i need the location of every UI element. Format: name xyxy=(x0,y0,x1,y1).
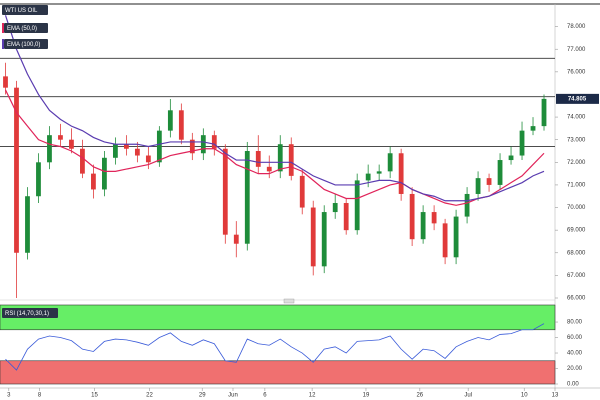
resize-handle[interactable] xyxy=(283,298,295,304)
candle-body xyxy=(420,212,426,240)
candle-body xyxy=(211,135,217,149)
y-tick-label: 0.00 xyxy=(567,382,579,388)
x-tick-label: 13 xyxy=(552,393,559,399)
candle-body xyxy=(464,193,470,217)
x-tick-label: 15 xyxy=(91,393,98,399)
candle-body xyxy=(3,76,8,88)
candle-body xyxy=(453,216,459,258)
candle-body xyxy=(266,166,272,172)
y-tick-label: 80.00 xyxy=(567,320,583,326)
candle-body xyxy=(354,180,360,231)
candle-body xyxy=(58,135,63,140)
candle-body xyxy=(398,153,404,194)
ema-line xyxy=(4,89,545,206)
last-price-box xyxy=(556,93,599,104)
candle-body xyxy=(497,160,503,185)
y-tick-label: 67.000 xyxy=(567,273,586,279)
candle-body xyxy=(541,98,547,127)
candle-body xyxy=(36,162,41,197)
candle-body xyxy=(530,126,536,131)
x-tick-label: 8 xyxy=(38,393,42,399)
y-tick-label: 72.000 xyxy=(567,160,586,166)
candle-body xyxy=(102,157,107,190)
ema-line xyxy=(4,15,545,202)
legend-chip xyxy=(4,23,48,33)
candle-body xyxy=(189,139,195,154)
candle-body xyxy=(80,148,85,174)
candle-body xyxy=(277,144,283,172)
candle-body xyxy=(409,193,415,240)
candle-body xyxy=(387,153,393,172)
candle-body xyxy=(519,130,525,156)
candle-body xyxy=(442,223,448,258)
x-tick-label: 19 xyxy=(363,393,370,399)
y-tick-label: 74.000 xyxy=(567,115,586,121)
x-tick-label: Jun xyxy=(228,393,238,399)
y-tick-label: 70.000 xyxy=(567,205,586,211)
y-tick-label: 68.000 xyxy=(567,250,586,256)
candle-body xyxy=(376,171,382,174)
y-tick-label: 69.000 xyxy=(567,228,586,234)
y-tick-label: 76.000 xyxy=(567,69,586,75)
y-tick-label: 78.000 xyxy=(567,24,586,30)
candle-body xyxy=(200,135,206,154)
overbought-zone xyxy=(0,304,556,331)
candle-body xyxy=(112,144,118,158)
y-tick-label: 73.000 xyxy=(567,137,586,143)
candle-body xyxy=(321,212,327,267)
y-tick-label: 40.00 xyxy=(567,351,583,357)
x-tick-label: 29 xyxy=(199,393,206,399)
y-tick-label: 60.00 xyxy=(567,335,583,341)
x-tick-label: 12 xyxy=(309,393,316,399)
legend-label: WTI US OIL xyxy=(5,8,38,14)
candle-body xyxy=(156,130,162,163)
x-tick-label: 10 xyxy=(521,393,528,399)
x-tick-label: 6 xyxy=(263,393,267,399)
candle-body xyxy=(69,139,74,149)
candle-body xyxy=(508,155,514,161)
candle-body xyxy=(288,144,294,176)
legend-chip xyxy=(4,39,48,49)
legend-label: EMA (50,0) xyxy=(7,26,37,32)
candle-body xyxy=(486,178,492,185)
candle-body xyxy=(310,207,316,267)
candle-body xyxy=(91,173,96,190)
candle-body xyxy=(475,178,481,194)
candle-body xyxy=(222,148,228,235)
candle-body xyxy=(244,151,250,244)
oversold-zone xyxy=(0,360,556,385)
x-tick-label: 3 xyxy=(7,393,11,399)
rsi-line xyxy=(5,323,545,371)
legend-label: RSI (14,70,30,1) xyxy=(5,311,49,317)
candle-body xyxy=(167,110,173,131)
candle-body xyxy=(255,151,261,167)
candle-body xyxy=(233,234,239,244)
candle-body xyxy=(14,87,19,253)
candle-body xyxy=(178,110,184,140)
candle-body xyxy=(47,135,52,163)
legend-chip xyxy=(2,308,58,318)
y-tick-label: 20.00 xyxy=(567,366,583,372)
candle-body xyxy=(343,203,349,231)
y-tick-label: 71.000 xyxy=(567,183,586,189)
y-tick-label: 66.000 xyxy=(567,296,586,302)
legend-swatch xyxy=(2,23,4,33)
candle-body xyxy=(431,212,437,224)
candle-body xyxy=(365,173,371,181)
candle-body xyxy=(145,155,151,163)
legend-swatch xyxy=(2,39,4,49)
legend-label: EMA (100,0) xyxy=(7,42,40,48)
candle-body xyxy=(299,175,305,208)
candle-body xyxy=(332,203,338,213)
x-tick-label: Jul xyxy=(464,393,472,399)
candle-body xyxy=(25,196,30,253)
candle-body xyxy=(134,148,140,156)
x-tick-label: 26 xyxy=(416,393,423,399)
y-tick-label: 77.000 xyxy=(567,47,586,53)
last-price-label: 74.805 xyxy=(568,97,587,103)
candle-body xyxy=(123,144,129,149)
x-tick-label: 22 xyxy=(146,393,153,399)
legend-chip xyxy=(2,5,48,15)
